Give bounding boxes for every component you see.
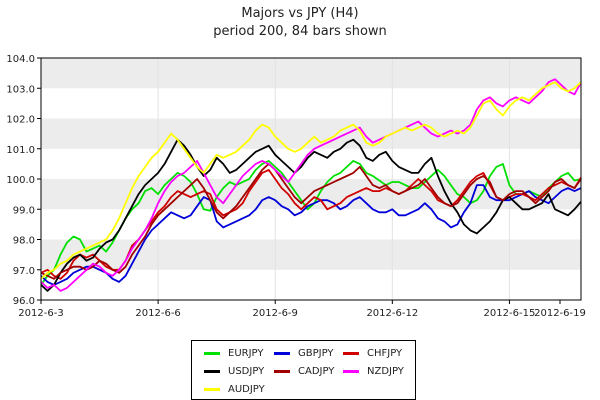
series-nzdjpy bbox=[40, 78, 582, 292]
y-tick-label: 103.0 bbox=[6, 84, 35, 95]
legend-swatch bbox=[274, 351, 290, 355]
legend-swatch bbox=[343, 351, 359, 355]
legend-item-eurjpy: EURJPY bbox=[204, 348, 263, 360]
grid-band bbox=[41, 269, 581, 300]
y-tick-label: 101.0 bbox=[6, 145, 35, 156]
legend-item-gbpjpy: GBPJPY bbox=[274, 348, 334, 360]
grid-band bbox=[41, 58, 581, 89]
legend: EURJPY GBPJPY CHFJPY USDJPY CADJPY NZDJP… bbox=[191, 340, 416, 400]
x-tick-label: 2012-6-9 bbox=[253, 308, 298, 319]
legend-item-usdjpy: USDJPY bbox=[204, 366, 264, 378]
legend-label: USDJPY bbox=[228, 366, 265, 377]
x-axis: 2012-6-3 2012-6-6 2012-6-9 2012-6-12 2012-6-… bbox=[18, 300, 586, 319]
grid-band bbox=[41, 118, 581, 149]
chart: Majors vs JPY (H4) period 200, 84 bars s… bbox=[6, 6, 586, 319]
y-tick-label: 102.0 bbox=[6, 115, 35, 126]
series-lines bbox=[40, 78, 582, 292]
legend-item-chfjpy: CHFJPY bbox=[343, 348, 402, 360]
legend-label: CADJPY bbox=[298, 366, 335, 377]
legend-label: GBPJPY bbox=[298, 348, 334, 359]
legend-swatch bbox=[343, 369, 359, 373]
y-tick-label: 104.0 bbox=[6, 54, 35, 65]
x-tick-label: 2012-6-12 bbox=[366, 308, 418, 319]
legend-item-nzdjpy: NZDJPY bbox=[343, 366, 404, 378]
x-tick-label: 2012-6-15 bbox=[484, 308, 536, 319]
series-usdjpy bbox=[40, 138, 582, 292]
legend-swatch bbox=[274, 369, 290, 373]
y-tick-label: 99.0 bbox=[13, 205, 35, 216]
y-tick-label: 97.0 bbox=[13, 266, 35, 277]
series-gbpjpy bbox=[40, 184, 582, 286]
y-axis: 96.0 97.0 98.0 99.0 100.0 101.0 102.0 103.0 104.… bbox=[6, 54, 41, 307]
x-tick-label: 2012-6-3 bbox=[18, 308, 63, 319]
series-cadjpy bbox=[40, 162, 582, 280]
legend-label: CHFJPY bbox=[367, 348, 403, 359]
legend-swatch bbox=[204, 387, 220, 391]
legend-swatch bbox=[204, 351, 220, 355]
x-tick-label: 2012-6-19 bbox=[534, 308, 586, 319]
series-audjpy bbox=[40, 81, 582, 280]
grid-band bbox=[41, 209, 581, 240]
grid-bands bbox=[41, 58, 581, 300]
x-tick-label: 2012-6-6 bbox=[135, 308, 180, 319]
y-tick-label: 100.0 bbox=[6, 175, 35, 186]
chart-title: Majors vs JPY (H4) bbox=[241, 6, 358, 21]
series-eurjpy bbox=[40, 159, 582, 286]
chart-subtitle: period 200, 84 bars shown bbox=[213, 24, 387, 39]
series-chfjpy bbox=[40, 168, 582, 280]
y-tick-label: 98.0 bbox=[13, 236, 35, 247]
legend-label: EURJPY bbox=[228, 348, 264, 359]
legend-item-audjpy: AUDJPY bbox=[204, 384, 265, 396]
legend-label: AUDJPY bbox=[228, 384, 265, 395]
legend-item-cadjpy: CADJPY bbox=[274, 366, 334, 378]
legend-swatch bbox=[204, 369, 220, 373]
grid-band bbox=[41, 148, 581, 179]
legend-label: NZDJPY bbox=[367, 366, 404, 377]
y-tick-label: 96.0 bbox=[13, 296, 35, 307]
